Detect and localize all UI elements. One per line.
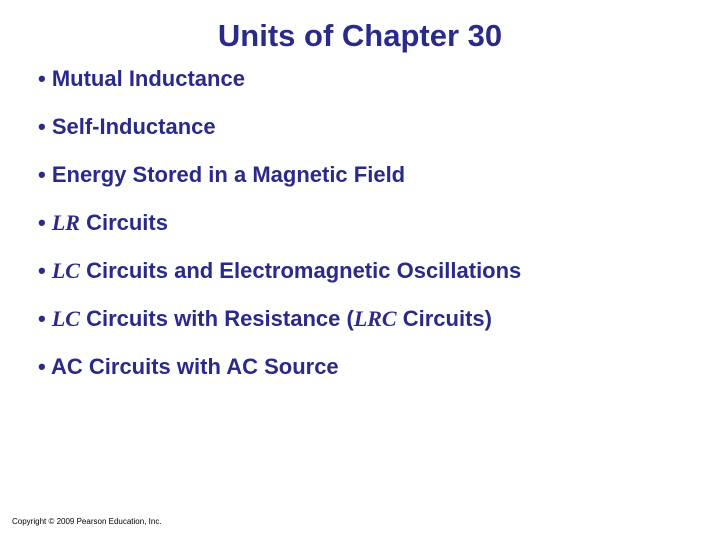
bullet: • xyxy=(38,66,52,91)
item-text: Circuits xyxy=(80,210,168,235)
bullet: • xyxy=(38,114,52,139)
list-item: • Mutual Inductance xyxy=(38,66,700,92)
bullet: • xyxy=(38,210,52,235)
bullet: • xyxy=(38,258,52,283)
bullet: • xyxy=(38,354,51,379)
bullet: • xyxy=(38,306,52,331)
list-item: • LC Circuits and Electromagnetic Oscill… xyxy=(38,258,700,284)
list-item: • LR Circuits xyxy=(38,210,700,236)
item-text: Energy Stored in a Magnetic Field xyxy=(52,162,405,187)
item-text-post: Circuits) xyxy=(397,306,492,331)
item-italic: LR xyxy=(52,210,80,235)
list-item: • LC Circuits with Resistance (LRC Circu… xyxy=(38,306,700,332)
list-item: • Energy Stored in a Magnetic Field xyxy=(38,162,700,188)
item-italic: LC xyxy=(52,306,80,331)
slide: { "title": { "text": "Units of Chapter 3… xyxy=(0,0,720,540)
item-text: Circuits and Electromagnetic Oscillation… xyxy=(80,258,521,283)
list-item: • AC Circuits with AC Source xyxy=(38,354,700,380)
bullet-list: • Mutual Inductance • Self-Inductance • … xyxy=(0,66,720,380)
item-text-pre: Circuits with Resistance ( xyxy=(80,306,354,331)
item-text: Mutual Inductance xyxy=(52,66,245,91)
slide-title: Units of Chapter 30 xyxy=(0,0,720,66)
item-text: AC Circuits with AC Source xyxy=(51,354,339,379)
item-italic-mid: LRC xyxy=(354,306,397,331)
bullet: • xyxy=(38,162,52,187)
copyright-text: Copyright © 2009 Pearson Education, Inc. xyxy=(12,517,162,526)
item-italic: LC xyxy=(52,258,80,283)
list-item: • Self-Inductance xyxy=(38,114,700,140)
item-text: Self-Inductance xyxy=(52,114,216,139)
